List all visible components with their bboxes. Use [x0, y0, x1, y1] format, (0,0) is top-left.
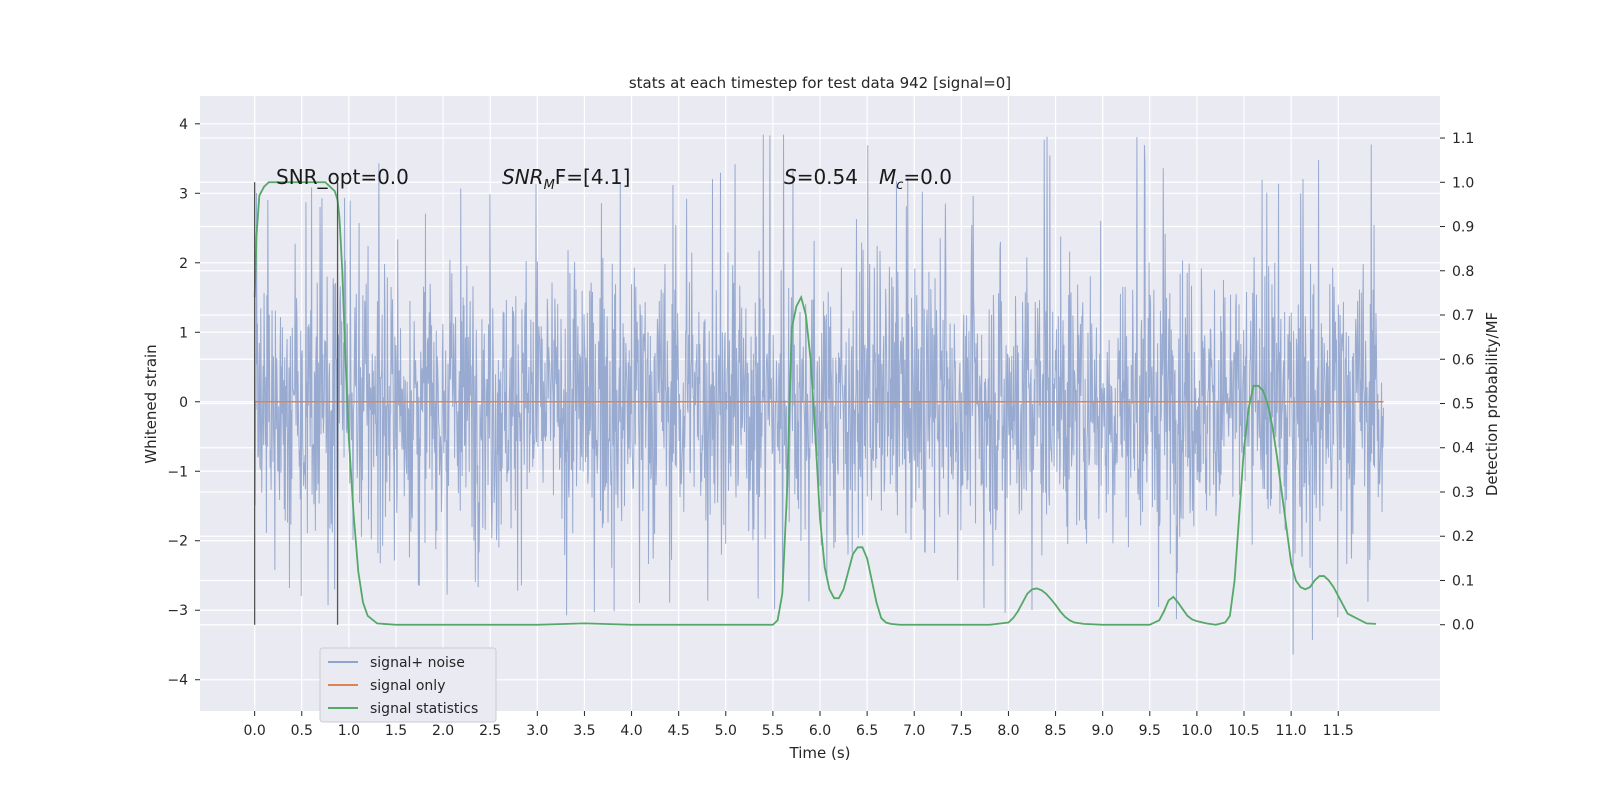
- legend-label-signal-plus-noise: signal+ noise: [370, 655, 465, 671]
- y2-tick-label: 0.1: [1452, 573, 1474, 589]
- x-tick-label: 0.5: [291, 723, 313, 739]
- x-tick-label: 4.0: [620, 723, 642, 739]
- annotation-mc: Mc=0.0: [879, 165, 952, 193]
- y2-tick-label: 0.4: [1452, 441, 1474, 457]
- annotation-snr-mf: SNRMF=[4.1]: [502, 165, 630, 193]
- y2-tick-label: 0.9: [1452, 220, 1474, 236]
- signal-statistics-line: [253, 181, 1376, 626]
- x-tick-label: 11.5: [1323, 723, 1354, 739]
- y2-tick-label: 0.7: [1452, 308, 1474, 324]
- x-tick-label: 8.5: [1044, 723, 1066, 739]
- chart-title: stats at each timestep for test data 942…: [629, 74, 1011, 92]
- y-axis-label: Whitened strain: [142, 344, 160, 463]
- y2-tick-label: 1.1: [1452, 131, 1474, 147]
- y2-axis-label: Detection probability/MF: [1483, 312, 1501, 496]
- x-tick-label: 7.5: [950, 723, 972, 739]
- x-tick-label: 3.5: [573, 723, 595, 739]
- y-tick-label: 4: [179, 117, 188, 133]
- x-tick-label: 6.5: [856, 723, 878, 739]
- annotation-snr-opt: SNR_opt=0.0: [276, 165, 409, 189]
- y-tick-label: 1: [179, 325, 188, 341]
- signal-plus-noise-line: [254, 134, 1384, 655]
- x-tick-label: 7.0: [903, 723, 925, 739]
- legend-label-signal-statistics: signal statistics: [370, 701, 478, 717]
- x-tick-label: 5.0: [715, 723, 737, 739]
- x-tick-label: 9.5: [1139, 723, 1161, 739]
- y2-axis-ticks: 1.1 1.0 0.9 0.8 0.7 0.6 0.5 0.4 0.3 0.2 0.1 0.0: [1440, 131, 1474, 634]
- annotation-s: S=0.54: [784, 165, 858, 189]
- legend: signal+ noise signal only signal statist…: [319, 647, 497, 723]
- x-tick-label: 8.0: [997, 723, 1019, 739]
- y-tick-label: 2: [179, 256, 188, 272]
- y-tick-label: −1: [167, 464, 188, 480]
- x-tick-label: 2.0: [432, 723, 454, 739]
- x-tick-label: 1.5: [385, 723, 407, 739]
- x-tick-label: 2.5: [479, 723, 501, 739]
- x-tick-label: 10.0: [1181, 723, 1212, 739]
- x-tick-label: 9.0: [1092, 723, 1114, 739]
- x-tick-label: 5.5: [762, 723, 784, 739]
- signal-statistics-series: [253, 181, 1376, 626]
- y-axis-ticks: 4 3 2 1 0 −1 −2 −3 −4: [167, 117, 200, 689]
- y-tick-label: −4: [167, 673, 188, 689]
- y2-tick-label: 1.0: [1452, 175, 1474, 191]
- x-tick-label: 11.0: [1276, 723, 1307, 739]
- y-tick-label: −2: [167, 534, 188, 550]
- y2-tick-label: 0.8: [1452, 264, 1474, 280]
- signal-plus-noise-series: [254, 134, 1384, 655]
- event-window-lines: [254, 182, 339, 625]
- x-axis-label: Time (s): [789, 744, 851, 762]
- y-tick-label: 0: [179, 395, 188, 411]
- legend-box: [319, 647, 497, 723]
- x-tick-label: 1.0: [338, 723, 360, 739]
- x-tick-label: 4.5: [668, 723, 690, 739]
- y2-tick-label: 0.3: [1452, 485, 1474, 501]
- legend-label-signal-only: signal only: [370, 678, 445, 694]
- x-axis-ticks: 0.0 0.5 1.0 1.5 2.0 2.5 3.0 3.5 4.0 4.5 5.0 5.5 6.0 6…: [244, 711, 1354, 739]
- x-tick-label: 10.5: [1228, 723, 1259, 739]
- y2-tick-label: 0.6: [1452, 352, 1474, 368]
- y2-tick-label: 0.2: [1452, 529, 1474, 545]
- x-tick-label: 6.0: [809, 723, 831, 739]
- y2-tick-label: 0.5: [1452, 397, 1474, 413]
- y2-tick-label: 0.0: [1452, 618, 1474, 634]
- y-tick-label: −3: [167, 603, 188, 619]
- x-tick-label: 3.0: [526, 723, 548, 739]
- y-tick-label: 3: [179, 186, 188, 202]
- x-tick-label: 0.0: [244, 723, 266, 739]
